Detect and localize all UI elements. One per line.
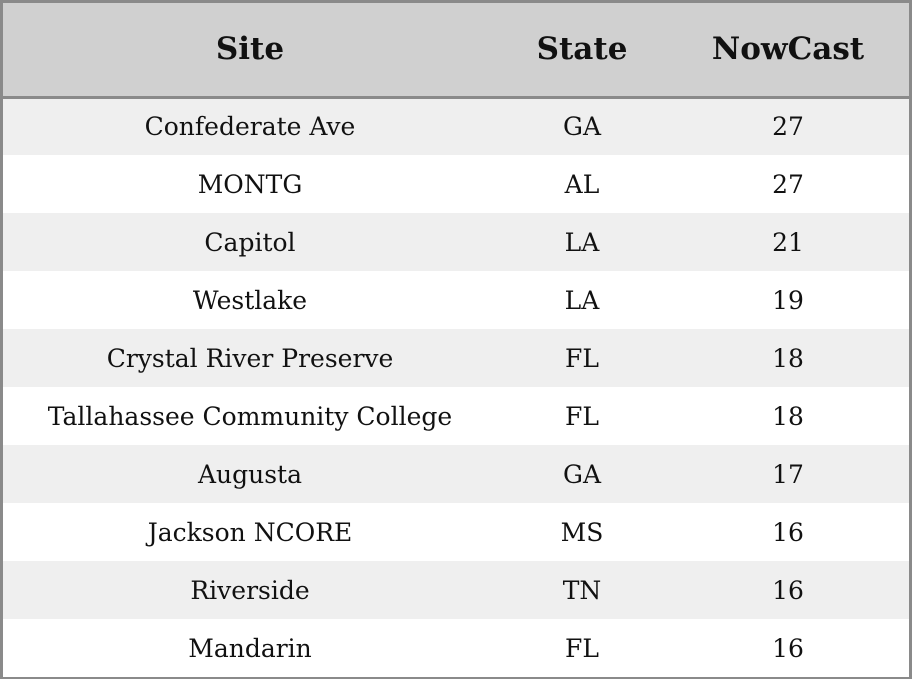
site-cell: Confederate Ave	[144, 112, 356, 142]
state-cell: LA	[564, 227, 600, 257]
nowcast-cell: 18	[772, 343, 804, 373]
nowcast-cell: 19	[772, 285, 804, 315]
site-cell: Augusta	[197, 459, 303, 489]
table-row: MONTG AL 27	[3, 155, 909, 213]
table-row: Augusta GA 17	[3, 445, 909, 503]
table-row: Tallahassee Community College FL 18	[3, 387, 909, 445]
table-row: Crystal River Preserve FL 18	[3, 329, 909, 387]
state-cell: GA	[562, 112, 602, 142]
site-cell: Crystal River Preserve	[106, 343, 394, 373]
state-cell: TN	[562, 575, 602, 605]
state-cell: LA	[564, 285, 600, 315]
site-cell: Westlake	[192, 285, 308, 315]
site-cell: Riverside	[190, 575, 310, 605]
state-cell: MS	[560, 517, 604, 547]
state-cell: FL	[565, 343, 599, 373]
nowcast-cell: 18	[772, 401, 804, 431]
table-row: Westlake LA 19	[3, 271, 909, 329]
column-header-state: State	[497, 3, 667, 99]
site-cell: Tallahassee Community College	[47, 401, 453, 431]
column-header-nowcast: NowCast	[667, 3, 909, 99]
site-cell: Capitol	[204, 227, 296, 257]
table-body: Confederate Ave GA 27 MONTG AL 27 Capitol LA 21 W…	[3, 97, 909, 677]
site-cell: Mandarin	[188, 633, 312, 663]
state-cell: GA	[562, 459, 602, 489]
state-cell: AL	[564, 169, 600, 199]
nowcast-cell: 21	[772, 227, 804, 257]
state-cell: FL	[565, 633, 599, 663]
nowcast-cell: 16	[772, 633, 804, 663]
table-row: Confederate Ave GA 27	[3, 97, 909, 155]
nowcast-cell: 17	[772, 459, 804, 489]
site-cell: Jackson NCORE	[147, 517, 353, 547]
table-row: Capitol LA 21	[3, 213, 909, 271]
table-row: Jackson NCORE MS 16	[3, 503, 909, 561]
table-row: Mandarin FL 16	[3, 619, 909, 677]
nowcast-cell: 27	[772, 112, 804, 142]
nowcast-cell: 27	[772, 169, 804, 199]
nowcast-cell: 16	[772, 517, 804, 547]
table-header-row: Site State NowCast	[3, 3, 909, 99]
nowcast-cell: 16	[772, 575, 804, 605]
nowcast-table: Site State NowCast Confederate Ave GA 27 MO…	[3, 3, 909, 677]
site-cell: MONTG	[197, 169, 303, 199]
table-row: Riverside TN 16	[3, 561, 909, 619]
state-cell: FL	[565, 401, 599, 431]
column-header-site: Site	[3, 3, 497, 99]
